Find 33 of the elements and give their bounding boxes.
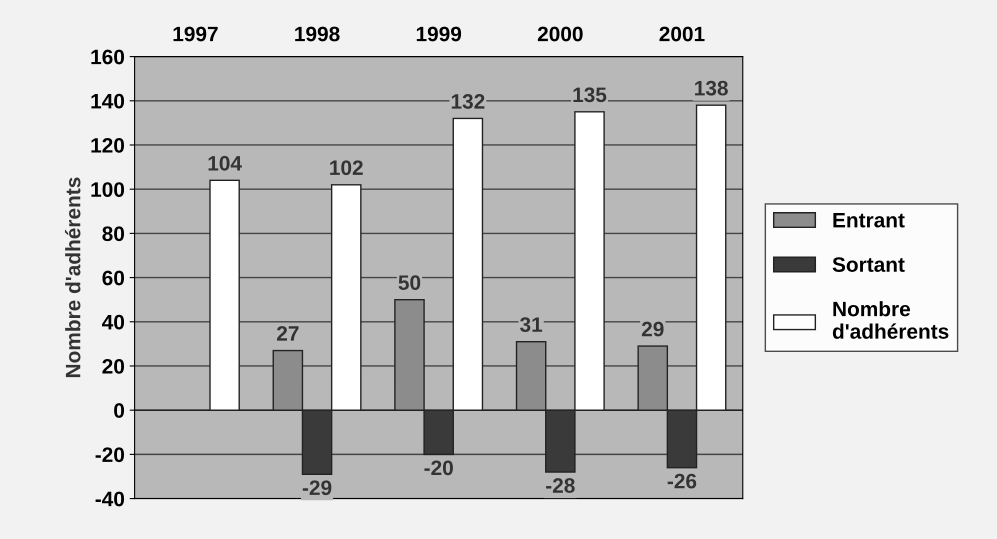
x-tick-label: 2001 [660,26,705,42]
y-tick-label: 20 [102,358,124,374]
y-tick-label: 60 [102,270,124,286]
data-label: 27 [276,326,299,341]
data-label: 132 [452,94,484,109]
y-tick-label: 160 [91,50,124,64]
x-tick-label: 1997 [174,26,218,42]
y-tick-label: 100 [91,182,124,197]
data-label: 29 [642,322,664,336]
data-label: 138 [695,80,728,96]
y-tick-label: 80 [102,226,124,242]
y-tick-label: 140 [91,94,124,109]
data-label: 104 [208,156,242,171]
x-tick-label: 1999 [416,26,462,42]
y-axis-title: Nombre d'adhérents [64,178,80,378]
y-tick-label: -20 [96,447,124,462]
y-tick-label: -40 [96,492,124,506]
x-tick-label: 1998 [295,26,340,42]
y-tick-label: 40 [102,314,124,330]
data-label: -29 [302,480,332,496]
data-label: 50 [398,275,420,290]
y-tick-label: 0 [114,403,124,418]
data-label: -26 [668,474,696,488]
data-label: 102 [330,160,363,176]
data-label: 31 [520,317,542,332]
data-label: -20 [424,460,453,476]
data-label: 135 [573,87,606,102]
legend-label: Entrant [833,213,905,228]
y-tick-label: 120 [91,138,124,153]
legend-label: Nombre d'adhérents [832,301,948,339]
x-tick-label: 2000 [538,26,583,42]
data-label: -28 [546,478,575,493]
legend-label: Sortant [832,257,905,272]
